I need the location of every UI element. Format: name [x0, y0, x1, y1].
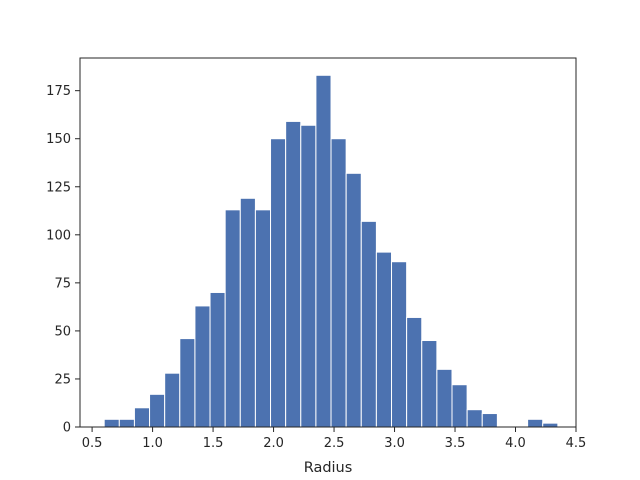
histogram-bar [103, 418, 120, 428]
histogram-bar [481, 413, 498, 428]
y-tick-label: 125 [46, 180, 71, 195]
histogram-bar [300, 124, 317, 428]
x-tick-label: 2.5 [324, 436, 345, 451]
histogram-bar [164, 372, 181, 428]
histogram-bar [421, 340, 438, 428]
histogram-bar [330, 138, 347, 428]
histogram-bars [103, 74, 559, 428]
x-tick-label: 4.5 [566, 436, 587, 451]
histogram-bar [360, 220, 377, 428]
y-tick-label: 175 [46, 84, 71, 99]
histogram-bar [527, 418, 544, 428]
histogram-bar [194, 305, 211, 428]
histogram-bar [149, 393, 166, 428]
histogram-bar [315, 74, 332, 428]
histogram-bar [375, 251, 393, 428]
x-axis-label: Radius [304, 460, 353, 476]
histogram-bar [406, 316, 423, 428]
histogram-bar [345, 172, 362, 428]
x-tick-label: 0.5 [82, 436, 103, 451]
x-axis-ticks: 0.5 1.0 1.5 2.0 2.5 3.0 3.5 4.0 4.5 [82, 427, 587, 451]
histogram-bar [451, 384, 468, 428]
x-tick-label: 3.0 [384, 436, 405, 451]
histogram-bar [254, 209, 272, 428]
histogram-bar [118, 418, 135, 428]
y-tick-label: 0 [63, 421, 71, 436]
histogram-bar [285, 120, 302, 428]
y-axis-ticks: 0 25 50 75 100 125 150 175 [46, 84, 80, 436]
x-tick-label: 2.0 [263, 436, 284, 451]
x-tick-label: 1.0 [142, 436, 163, 451]
histogram-bar [542, 422, 559, 428]
histogram-bar [179, 338, 196, 428]
y-tick-label: 50 [54, 324, 71, 339]
axes-frame [79, 57, 577, 428]
x-tick-label: 4.0 [505, 436, 526, 451]
y-tick-label: 75 [54, 276, 71, 291]
histogram-bar [270, 138, 287, 428]
x-tick-label: 3.5 [445, 436, 466, 451]
histogram-bar [466, 409, 483, 428]
plot-area: 0.5 1.0 1.5 2.0 2.5 3.0 3.5 4.0 4.5 0 25 50 75 100 12… [46, 57, 587, 451]
y-tick-label: 100 [46, 228, 71, 243]
histogram-bar [209, 291, 226, 428]
histogram-bar [436, 368, 453, 428]
histogram-bar [391, 261, 408, 428]
y-tick-label: 25 [54, 372, 71, 387]
histogram-bar [133, 407, 151, 428]
x-tick-label: 1.5 [203, 436, 224, 451]
histogram-bar [239, 197, 256, 428]
histogram-bar [224, 209, 241, 428]
y-tick-label: 150 [46, 132, 71, 147]
